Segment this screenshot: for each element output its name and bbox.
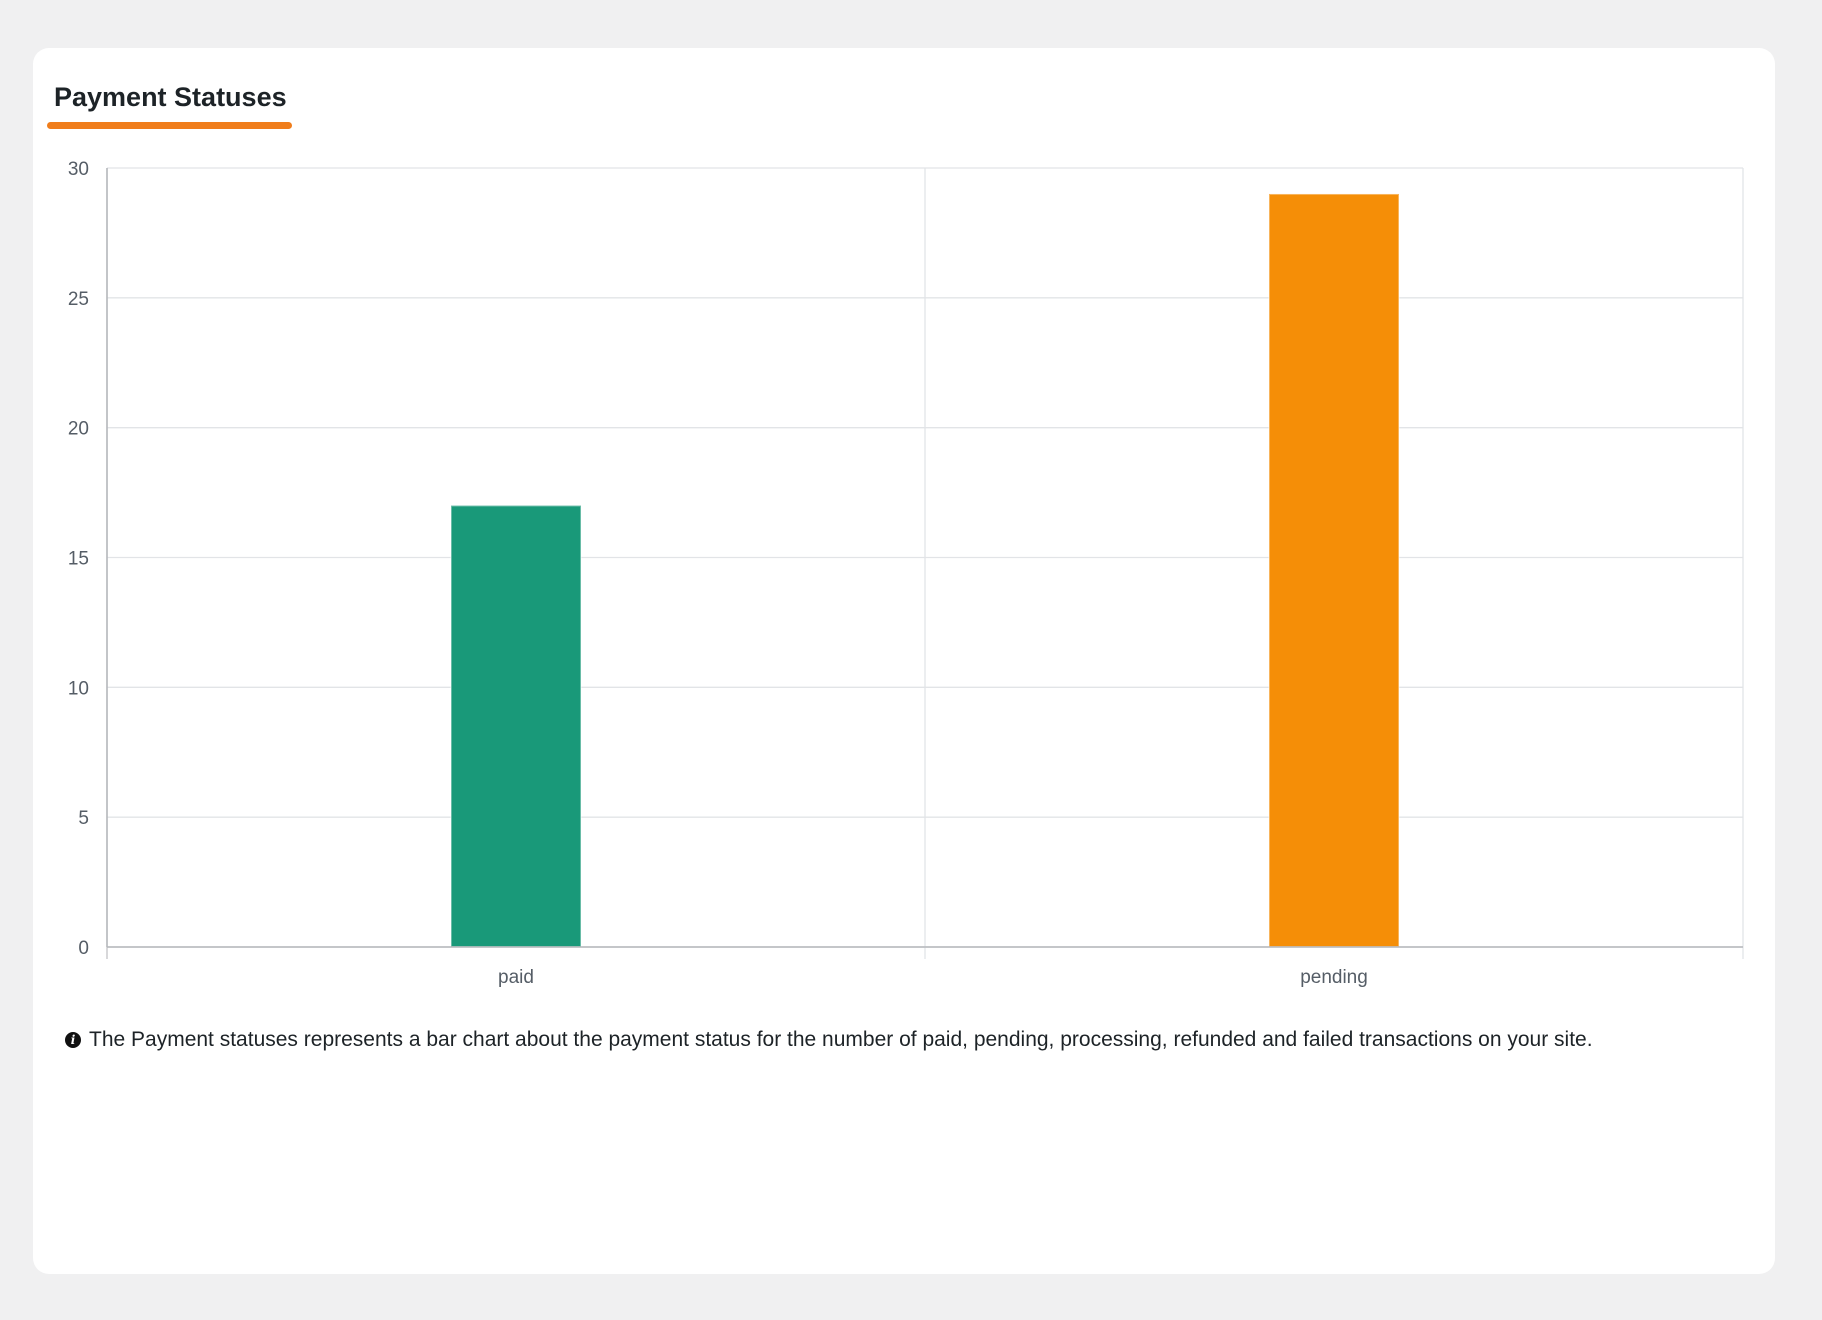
axes — [106, 168, 1743, 948]
chart-description-text: The Payment statuses represents a bar ch… — [89, 1028, 1593, 1051]
payment-statuses-card: Payment Statuses 0 5 10 15 20 25 30 paid pendin… — [33, 48, 1775, 1274]
y-tick-label: 30 — [68, 159, 89, 180]
bar-pending[interactable] — [1268, 192, 1400, 948]
y-tick-label: 10 — [68, 678, 89, 699]
y-tick-label: 5 — [78, 808, 89, 829]
chart-description: i The Payment statuses represents a bar … — [65, 1028, 1593, 1052]
bar-paid[interactable] — [450, 504, 582, 948]
y-tick-label: 20 — [68, 419, 89, 440]
y-tick-labels: 0 5 10 15 20 25 30 — [68, 159, 89, 959]
card-title: Payment Statuses — [54, 82, 287, 112]
info-icon: i — [65, 1032, 81, 1048]
bars — [450, 192, 1400, 948]
x-tick-label: paid — [498, 967, 534, 988]
x-tick-labels: paid pending — [498, 967, 1368, 988]
x-grid — [106, 168, 1744, 959]
y-tick-label: 0 — [78, 938, 89, 959]
y-tick-label: 15 — [68, 549, 89, 570]
x-tick-label: pending — [1300, 967, 1368, 988]
payment-status-bar-chart: 0 5 10 15 20 25 30 paid pending — [68, 159, 1744, 988]
title-underline — [47, 122, 292, 129]
y-tick-label: 25 — [68, 289, 89, 310]
